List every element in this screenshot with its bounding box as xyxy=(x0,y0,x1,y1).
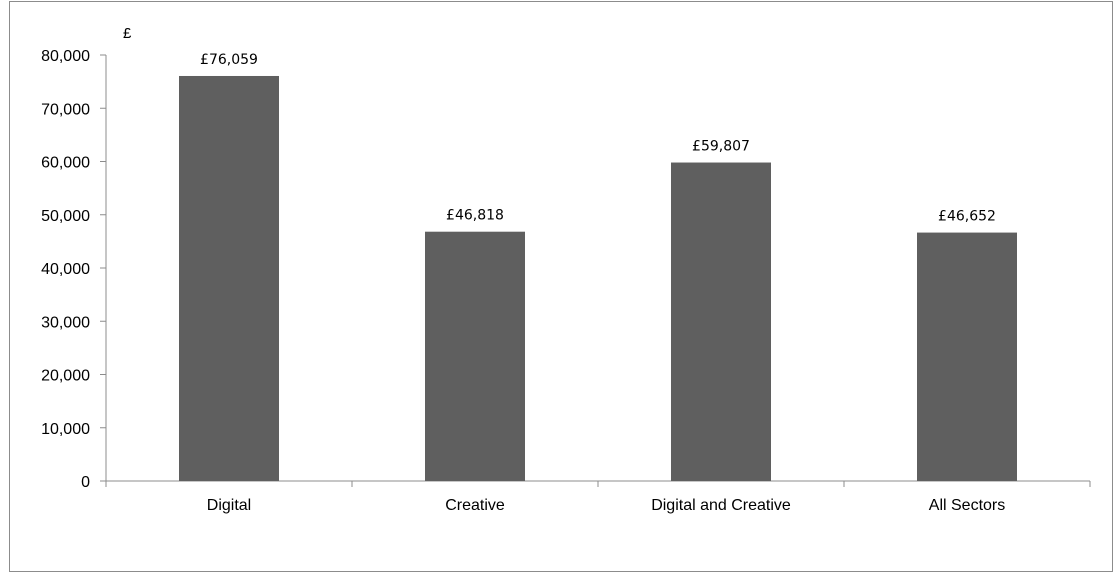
data-label: £46,818 xyxy=(446,208,504,224)
data-label: £46,652 xyxy=(938,209,996,225)
bar-digital-and-creative xyxy=(671,162,771,482)
y-tick-label: 80,000 xyxy=(41,48,90,65)
x-category-label: Creative xyxy=(445,497,505,514)
bar-digital xyxy=(179,75,279,481)
bar-creative xyxy=(425,231,525,481)
y-tick-label: 10,000 xyxy=(41,421,90,438)
bars: £76,059 £46,818 £59,807 £46,652 xyxy=(179,52,1017,482)
y-tick-label: 70,000 xyxy=(41,101,90,118)
x-category-label: All Sectors xyxy=(929,497,1005,514)
y-tick-label: 50,000 xyxy=(41,208,90,225)
y-tick-label: 20,000 xyxy=(41,368,90,385)
y-tick-label: 60,000 xyxy=(41,155,90,172)
y-tick-label: 40,000 xyxy=(41,261,90,278)
data-label: £76,059 xyxy=(200,52,258,68)
y-unit-label: £ xyxy=(123,25,132,42)
bar-all-sectors xyxy=(917,232,1017,481)
y-tick-label: 0 xyxy=(81,474,90,491)
data-label: £59,807 xyxy=(692,139,750,155)
x-category-label: Digital and Creative xyxy=(651,497,791,514)
y-tick-label: 30,000 xyxy=(41,314,90,331)
x-category-label: Digital xyxy=(207,497,251,514)
